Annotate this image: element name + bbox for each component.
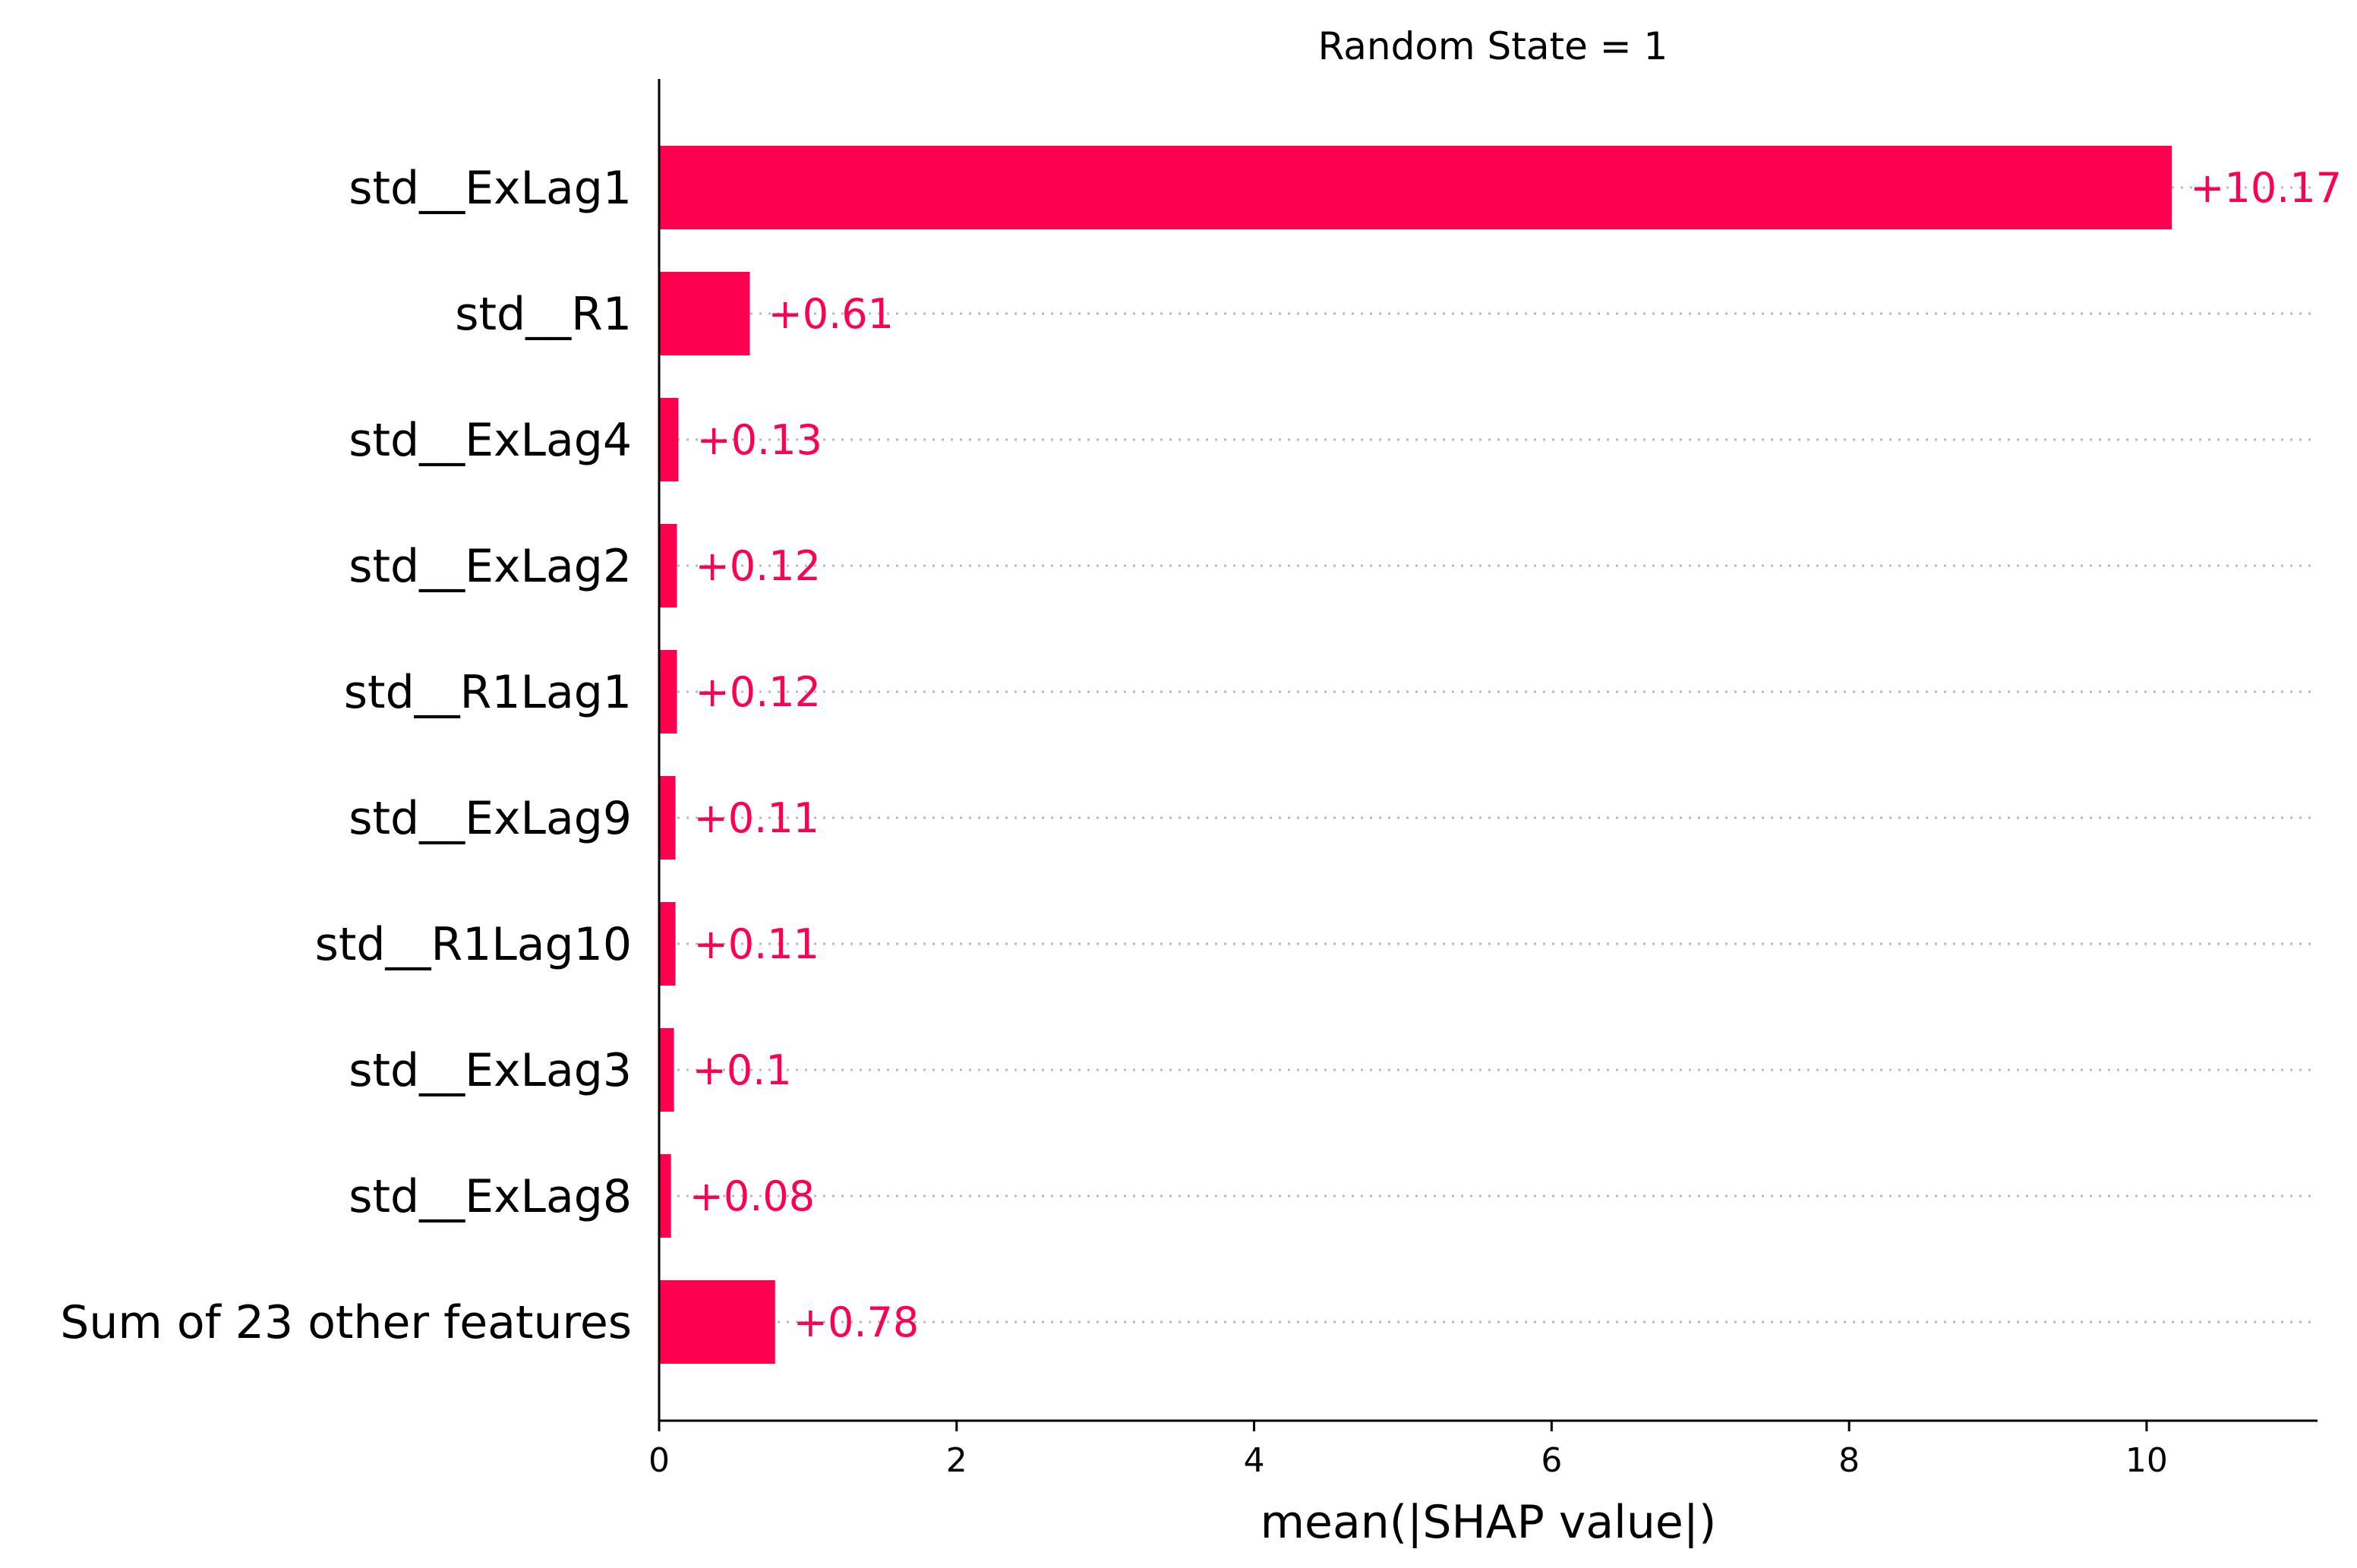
y-tick-label: std__ExLag2	[349, 540, 632, 593]
y-tick-label: std__ExLag3	[349, 1044, 632, 1097]
bar	[659, 146, 2172, 229]
y-tick-label: std__R1Lag1	[344, 666, 632, 719]
bar	[659, 1154, 671, 1238]
y-tick-label: std__ExLag8	[349, 1170, 632, 1223]
x-tick-label: 6	[1541, 1441, 1562, 1480]
y-tick-label: std__R1Lag10	[315, 918, 632, 971]
y-axis-labels: std__ExLag1 std__R1 std__ExLag4 std__ExLag2…	[60, 162, 632, 1349]
bar	[659, 524, 677, 607]
data-label: +0.11	[694, 794, 819, 842]
x-tick-label: 4	[1244, 1441, 1265, 1480]
x-tick-label: 0	[648, 1441, 670, 1480]
data-label: +0.12	[696, 668, 821, 716]
guide-lines	[659, 186, 2312, 1323]
value-labels: +10.17 +0.61 +0.13 +0.12 +0.12 +0.11 +0.11 +0.1…	[689, 164, 2342, 1346]
bar	[659, 398, 679, 481]
data-label: +0.11	[694, 920, 819, 968]
data-label: +0.78	[794, 1298, 919, 1346]
data-label: +0.12	[696, 542, 821, 590]
y-tick-label: std__R1	[455, 288, 632, 341]
bar	[659, 272, 750, 355]
data-label: +0.08	[689, 1172, 815, 1220]
data-label: +0.13	[696, 416, 822, 464]
y-tick-label: std__ExLag9	[349, 792, 632, 845]
bar	[659, 650, 677, 734]
y-tick-label: std__ExLag1	[349, 162, 632, 215]
bar	[659, 776, 676, 860]
x-axis-ticks: 0 2 4 6 8 10	[648, 1421, 2168, 1480]
chart-title: Random State = 1	[1318, 24, 1668, 68]
data-label: +10.17	[2190, 164, 2342, 212]
bars	[659, 146, 2172, 1364]
x-tick-label: 10	[2125, 1441, 2168, 1480]
data-label: +0.1	[693, 1046, 792, 1094]
bar	[659, 1028, 674, 1112]
x-axis-label: mean(|SHAP value|)	[1261, 1496, 1717, 1549]
y-tick-label: Sum of 23 other features	[60, 1296, 632, 1349]
bar	[659, 902, 676, 986]
x-tick-label: 8	[1838, 1441, 1860, 1480]
x-tick-label: 2	[946, 1441, 967, 1480]
data-label: +0.61	[768, 290, 893, 338]
y-tick-label: std__ExLag4	[349, 414, 632, 467]
bar	[659, 1280, 775, 1364]
